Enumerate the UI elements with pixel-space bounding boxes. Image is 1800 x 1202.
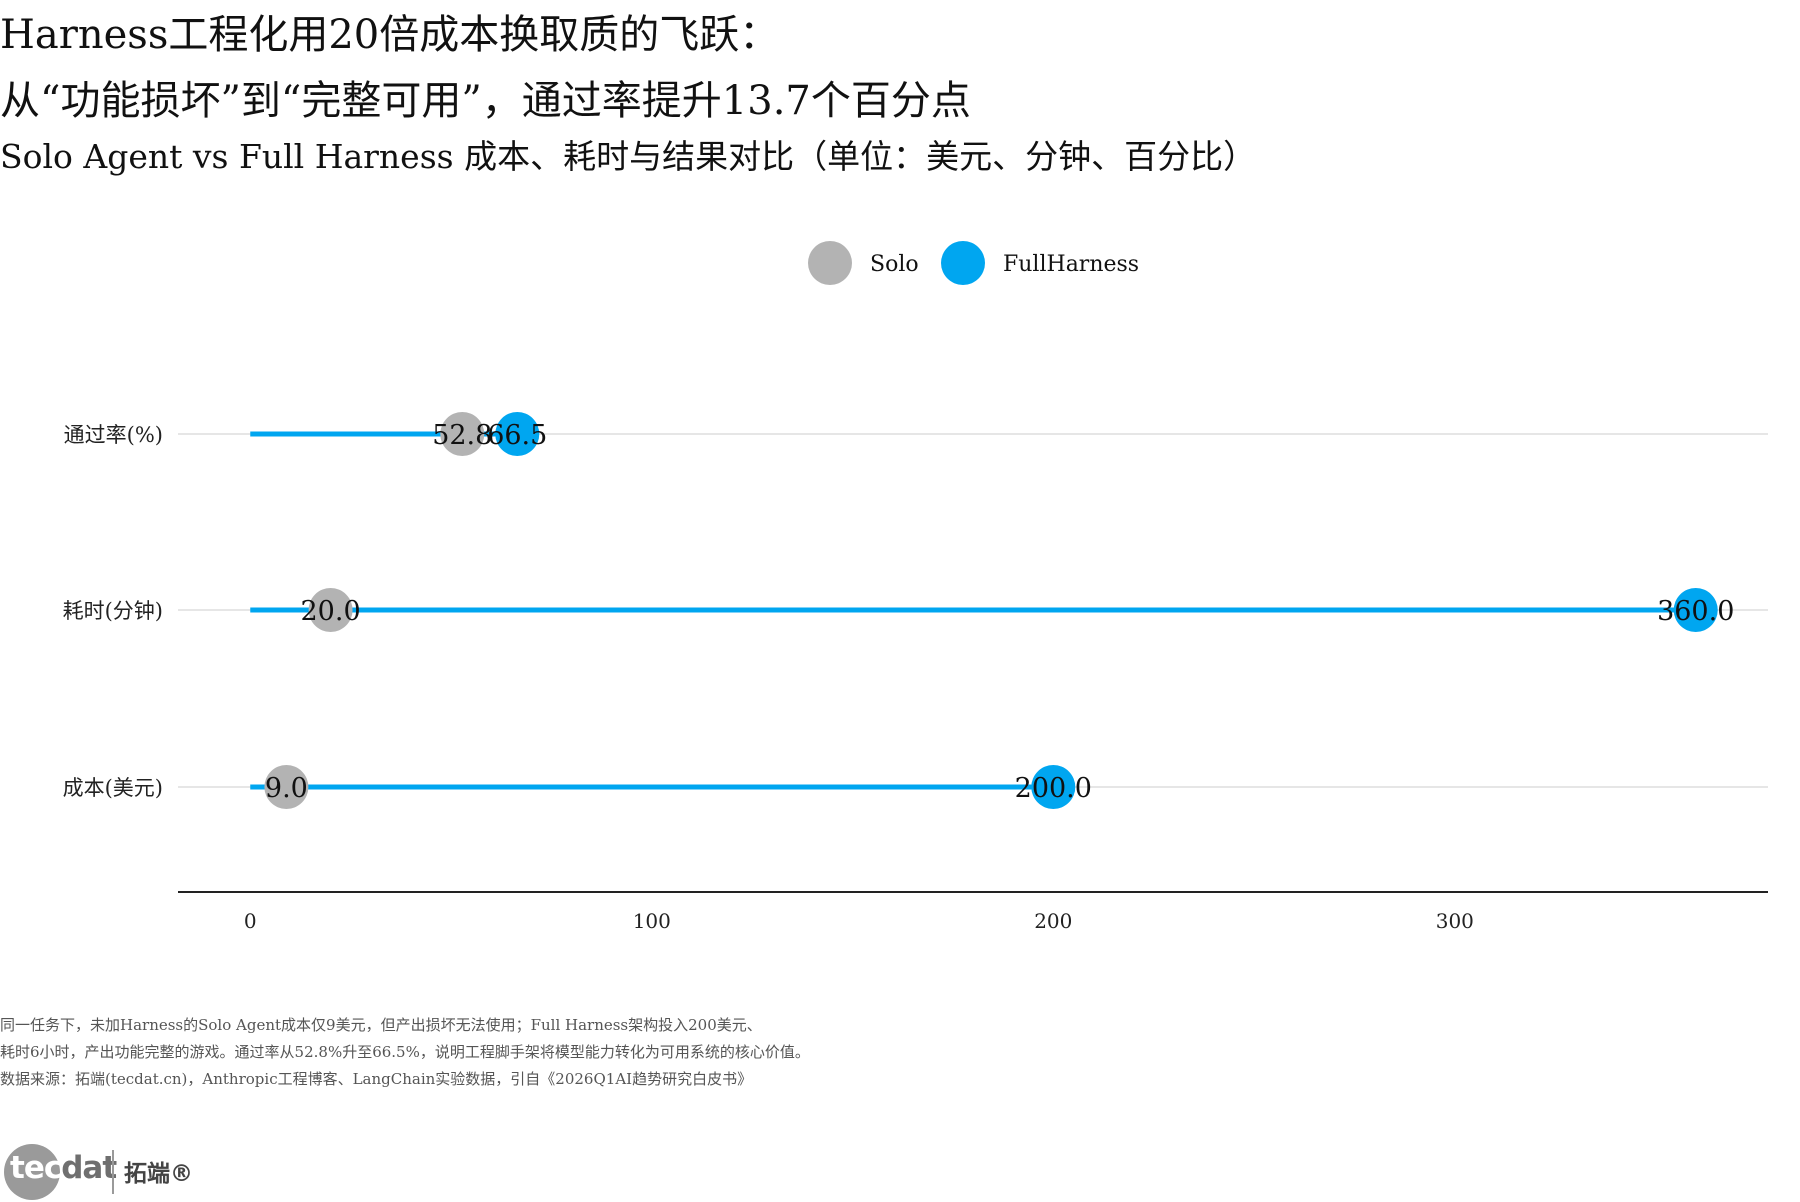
fullharness-point-2 (1031, 765, 1076, 809)
logo-word-tail: dat (61, 1150, 117, 1186)
solo-data-label: 52.8 (432, 420, 492, 451)
fullharness-data-label: 360.0 (1657, 596, 1734, 627)
solo-data-label: 20.0 (301, 596, 361, 627)
logo-separator (112, 1150, 114, 1194)
legend-swatch-solo (808, 241, 852, 285)
solo-data-label: 9.0 (265, 773, 308, 804)
category-label: 成本(美元) (63, 776, 163, 800)
solo-point-1 (308, 588, 353, 632)
category-label: 耗时(分钟) (63, 599, 163, 623)
logo-chinese-name: 拓端® (124, 1161, 193, 1187)
solo-point-0 (440, 412, 485, 456)
x-tick-label: 300 (1436, 909, 1474, 933)
x-tick-label: 100 (633, 909, 671, 933)
fullharness-point-1 (1673, 588, 1718, 632)
fullharness-data-label: 200.0 (1015, 773, 1092, 804)
fullharness-point-0 (495, 412, 540, 456)
tecdat-logo: tecdat 拓端® (4, 1140, 204, 1202)
legend-label-fullharness: FullHarness (1003, 252, 1139, 277)
category-label: 通过率(%) (64, 423, 163, 447)
x-tick-label: 200 (1034, 909, 1072, 933)
logo-word-main: tec (10, 1150, 62, 1186)
note-line-2: 耗时6小时，产出功能完整的游戏。通过率从52.8%升至66.5%，说明工程脚手架… (0, 1043, 810, 1061)
solo-point-2 (264, 765, 309, 809)
x-tick-label: 0 (244, 909, 257, 933)
logo-circle (4, 1144, 60, 1200)
chart-notes: 同一任务下，未加Harness的Solo Agent成本仅9美元，但产出损坏无法… (0, 1012, 810, 1093)
legend-swatch-fullharness (941, 241, 985, 285)
chart-title-line-2: 从“功能损坏”到“完整可用”，通过率提升13.7个百分点 (0, 78, 971, 124)
logo-wordmark: tecdat (10, 1150, 117, 1186)
chart-subtitle: Solo Agent vs Full Harness 成本、耗时与结果对比（单位… (0, 137, 1257, 176)
chart-title-line-1: Harness工程化用20倍成本换取质的飞跃： (0, 12, 780, 58)
fullharness-data-label: 66.5 (487, 420, 547, 451)
source-line: 数据来源：拓端(tecdat.cn)，Anthropic工程博客、LangCha… (0, 1070, 753, 1088)
note-line-1: 同一任务下，未加Harness的Solo Agent成本仅9美元，但产出损坏无法… (0, 1016, 762, 1034)
dumbbell-chart: Solo FullHarness 通过率(%) 52.866.5 耗时(分钟) 20.0 3… (63, 241, 1768, 933)
legend-label-solo: Solo (870, 252, 919, 277)
